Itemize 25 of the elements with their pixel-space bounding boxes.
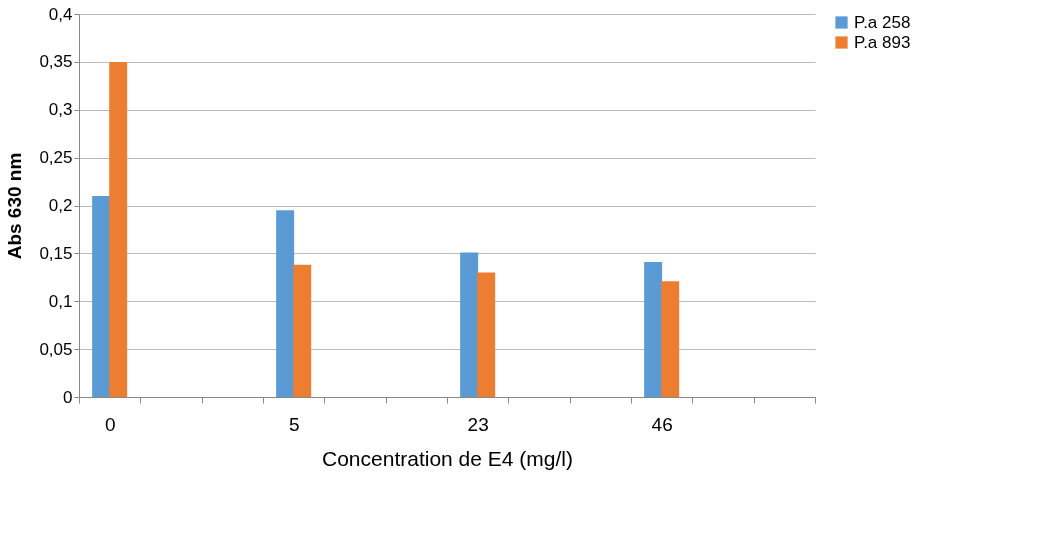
bar <box>293 264 312 397</box>
bar <box>460 252 479 397</box>
bar <box>92 195 111 397</box>
x-tick-label: 46 <box>651 413 673 435</box>
y-tick-label: 0,35 <box>39 52 73 72</box>
x-tick-label: 0 <box>104 413 116 435</box>
y-tick-label: 0 <box>63 387 73 407</box>
y-tick-label: 0,2 <box>48 196 73 215</box>
legend-label: P.a 258 <box>854 12 911 32</box>
bar <box>644 261 663 397</box>
legend-label: P.a 893 <box>854 32 911 52</box>
bar <box>477 272 496 397</box>
bar <box>276 210 295 397</box>
bar <box>109 61 128 397</box>
y-tick-label: 0,05 <box>39 339 73 359</box>
y-tick-label: 0,15 <box>39 243 73 263</box>
y-tick-label: 0,3 <box>48 100 73 120</box>
bar <box>661 281 680 397</box>
y-tick-label: 0,4 <box>48 4 73 24</box>
y-tick-label: 0,1 <box>48 291 73 311</box>
x-tick-label: 5 <box>288 413 300 435</box>
x-tick-label: 23 <box>467 413 489 435</box>
y-tick-label: 0,25 <box>39 148 73 168</box>
y-axis-title: Abs 630 nm <box>4 152 26 260</box>
x-axis-title: Concentration de E4 (mg/l) <box>322 446 573 470</box>
